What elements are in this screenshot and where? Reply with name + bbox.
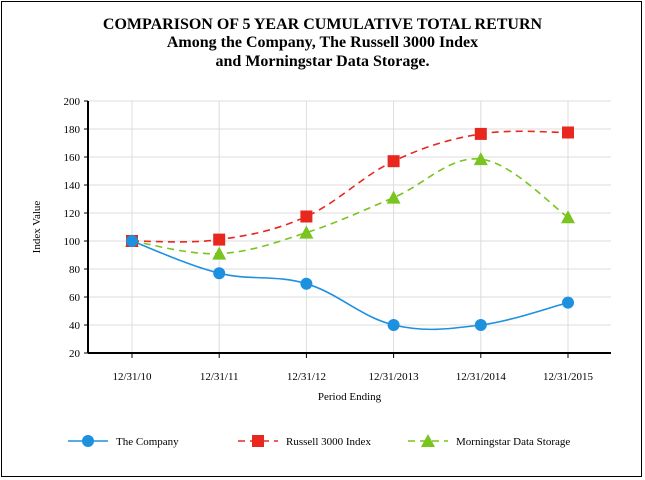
y-tick-label: 120: [64, 208, 81, 220]
data-point-the-company: [126, 235, 138, 247]
x-axis-title: Period Ending: [318, 391, 382, 403]
y-tick-label: 80: [69, 264, 81, 276]
data-point-russell-3000-index: [300, 210, 313, 223]
data-point-russell-3000-index: [474, 127, 487, 140]
y-tick-label: 180: [64, 124, 81, 136]
data-point-the-company: [562, 296, 574, 309]
data-point-russell-3000-index: [213, 233, 226, 246]
legend-marker-morningstar-data-storage: [421, 434, 435, 447]
x-tick-label: 12/31/2014: [456, 371, 507, 383]
x-tick-label: 12/31/10: [112, 371, 152, 383]
y-tick-label: 40: [69, 320, 81, 332]
data-point-morningstar-data-storage: [386, 190, 401, 204]
data-point-morningstar-data-storage: [212, 246, 227, 260]
series-line-morningstar-data-storage: [131, 158, 569, 255]
data-point-the-company: [387, 319, 400, 331]
series-line-russell-3000-index: [131, 130, 569, 243]
data-point-morningstar-data-storage: [561, 210, 575, 224]
data-point-morningstar-data-storage: [473, 152, 488, 166]
data-point-the-company: [474, 319, 487, 331]
x-tick-label: 12/31/12: [287, 371, 326, 383]
chart-subtitle-line-1: Among the Company, The Russell 3000 Inde…: [166, 34, 479, 51]
y-axis-title: Index Value: [31, 201, 43, 254]
legend-marker-the-company: [82, 435, 94, 447]
x-tick-label: 12/31/11: [200, 371, 239, 383]
data-point-morningstar-data-storage: [299, 225, 314, 239]
x-tick-label: 12/31/2013: [369, 371, 420, 383]
data-point-the-company: [300, 277, 313, 290]
series-line-the-company: [131, 240, 569, 331]
y-tick-label: 20: [69, 348, 81, 360]
legend-label-morningstar-data-storage: Morningstar Data Storage: [456, 436, 570, 448]
y-tick-label: 200: [64, 96, 81, 108]
legend-marker-russell-3000-index: [252, 435, 264, 447]
data-point-russell-3000-index: [387, 155, 400, 168]
legend-label-russell-3000-index: Russell 3000 Index: [286, 436, 371, 448]
x-tick-label: 12/31/2015: [543, 371, 594, 383]
data-point-the-company: [213, 267, 226, 280]
chart-title: COMPARISON OF 5 YEAR CUMULATIVE TOTAL RE…: [102, 16, 543, 33]
y-tick-label: 100: [64, 236, 81, 248]
chart-subtitle-line-2: and Morningstar Data Storage.: [215, 53, 430, 70]
y-tick-label: 140: [64, 180, 81, 192]
data-point-russell-3000-index: [562, 126, 574, 139]
y-tick-label: 60: [69, 292, 81, 304]
y-tick-label: 160: [64, 152, 81, 164]
legend-label-the-company: The Company: [116, 436, 179, 448]
